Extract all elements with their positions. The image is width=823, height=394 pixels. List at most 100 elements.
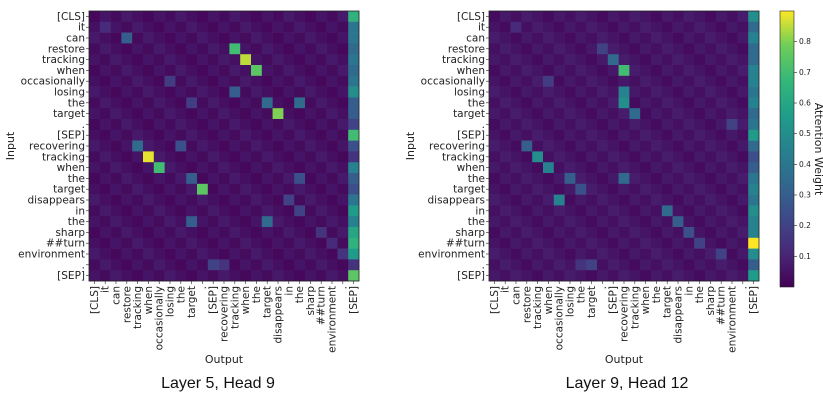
heatmap-cell [586,11,598,23]
heatmap-cell [607,119,619,131]
heatmap-cell [218,162,230,174]
heatmap-cell [629,75,641,87]
heatmap-cell [110,97,122,109]
y-tick-label: . [482,119,485,131]
heatmap-cell [283,119,295,131]
heatmap-cell [543,108,555,120]
heatmap-cell [283,151,295,163]
heatmap-cell [489,270,501,282]
heatmap-cell [715,21,727,33]
heatmap-cell [586,21,598,33]
heatmap-cell [510,43,522,55]
heatmap-cell [499,32,511,44]
heatmap-cell [715,97,727,109]
heatmap-cell [575,97,587,109]
heatmap-cell [661,151,673,163]
y-tick-label: when [57,65,85,77]
heatmap-cell [532,108,544,120]
heatmap-cell [207,194,219,206]
heatmap-cell [132,259,144,271]
heatmap-cell [326,248,338,260]
heatmap-panel-layer9-head12: [CLS]itcanrestoretrackingwhenoccasionall… [404,10,760,392]
heatmap-cell [597,183,609,195]
heatmap-cell [186,205,198,217]
heatmap-cell [143,75,155,87]
heatmap-cell [726,43,738,55]
y-tick-label: disappears [428,195,486,207]
heatmap-cell [89,43,101,55]
heatmap-cell [197,173,209,185]
heatmap-cell [337,11,349,23]
heatmap-cell [553,173,565,185]
heatmap-cell [99,227,111,239]
heatmap-cell [543,65,555,77]
heatmap-cell [207,237,219,249]
heatmap-cell [499,119,511,131]
heatmap-cell [326,119,338,131]
heatmap-cell [726,216,738,228]
heatmap-cell [240,216,252,228]
heatmap-cell [737,216,749,228]
heatmap-cell [240,65,252,77]
heatmap-cell [586,270,598,282]
heatmap-cell [348,108,360,120]
heatmap-cell [110,65,122,77]
x-tick-label: sharp [305,286,317,316]
heatmap-cell [586,140,598,152]
heatmap-cell [305,54,317,66]
heatmap-cell [661,129,673,141]
heatmap-cell [348,162,360,174]
heatmap-cell [186,129,198,141]
heatmap-cell [89,65,101,77]
heatmap-cell [305,11,317,23]
heatmap-cell [251,86,263,98]
heatmap-cell [110,21,122,33]
heatmap-cell [315,43,327,55]
heatmap-cell [294,54,306,66]
heatmap-cell [337,86,349,98]
heatmap-cell [575,119,587,131]
heatmap-cell [748,216,760,228]
heatmap-cell [99,97,111,109]
y-tick-label: . [82,259,85,271]
heatmap-cell [326,54,338,66]
heatmap-cell [261,140,273,152]
heatmap-cell [186,119,198,131]
heatmap-cell [489,205,501,217]
heatmap-cell [207,162,219,174]
heatmap-cell [651,129,663,141]
x-tick-label: [SEP] [348,286,360,314]
heatmap-cell [143,11,155,23]
heatmap-cell [618,194,630,206]
x-tick-label: tracking [132,286,144,329]
heatmap-cell [705,129,717,141]
heatmap-cell [607,108,619,120]
heatmap-cell [510,237,522,249]
heatmap-cell [229,119,241,131]
heatmap-cell [164,162,176,174]
heatmap-cell [737,194,749,206]
y-tick-label: the [68,173,85,185]
heatmap-cell [164,75,176,87]
heatmap-cell [489,97,501,109]
heatmap-cell [651,75,663,87]
heatmap-cell [499,248,511,260]
heatmap-cell [597,54,609,66]
panel-caption: Layer 5, Head 9 [161,375,275,392]
heatmap-cell [218,183,230,195]
heatmap-cell [521,216,533,228]
heatmap-cell [694,173,706,185]
heatmap-cell [218,21,230,33]
heatmap-cell [683,183,695,195]
heatmap-cell [651,259,663,271]
heatmap-cell [272,75,284,87]
heatmap-cell [705,140,717,152]
heatmap-cell [197,54,209,66]
heatmap-cell [748,54,760,66]
heatmap-cell [521,205,533,217]
heatmap-cell [564,205,576,217]
heatmap-cell [175,54,187,66]
heatmap-cell [218,259,230,271]
heatmap-cell [564,216,576,228]
heatmap-cell [532,151,544,163]
